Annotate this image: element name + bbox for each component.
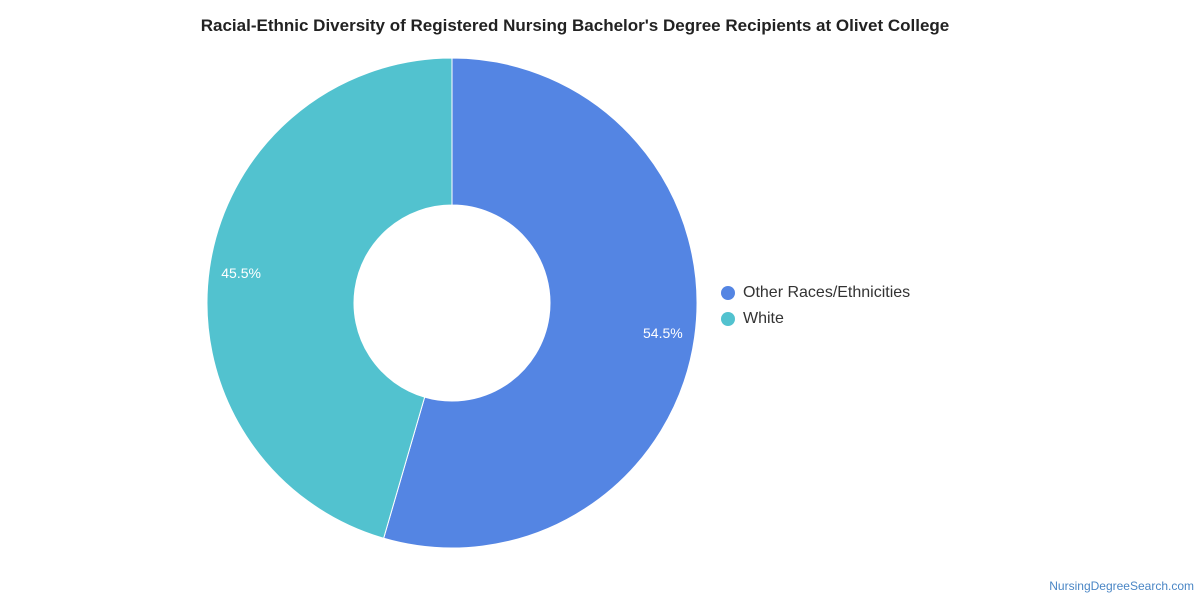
chart-legend: Other Races/Ethnicities White xyxy=(721,280,910,332)
legend-label-0: Other Races/Ethnicities xyxy=(743,284,911,301)
chart-title: Racial-Ethnic Diversity of Registered Nu… xyxy=(200,16,950,35)
pie-slice-1[interactable] xyxy=(206,57,453,539)
legend-swatch-0 xyxy=(721,286,735,300)
legend-swatch-1 xyxy=(721,312,735,326)
pie-slice-0[interactable] xyxy=(383,57,698,549)
legend-item-1[interactable]: White xyxy=(721,306,910,332)
slice-value-label-1: 45.5% xyxy=(221,265,261,281)
slice-value-label-0: 54.5% xyxy=(643,325,683,341)
watermark[interactable]: NursingDegreeSearch.com xyxy=(1049,579,1194,593)
legend-item-0[interactable]: Other Races/Ethnicities xyxy=(721,280,910,306)
legend-label-1: White xyxy=(743,310,784,327)
